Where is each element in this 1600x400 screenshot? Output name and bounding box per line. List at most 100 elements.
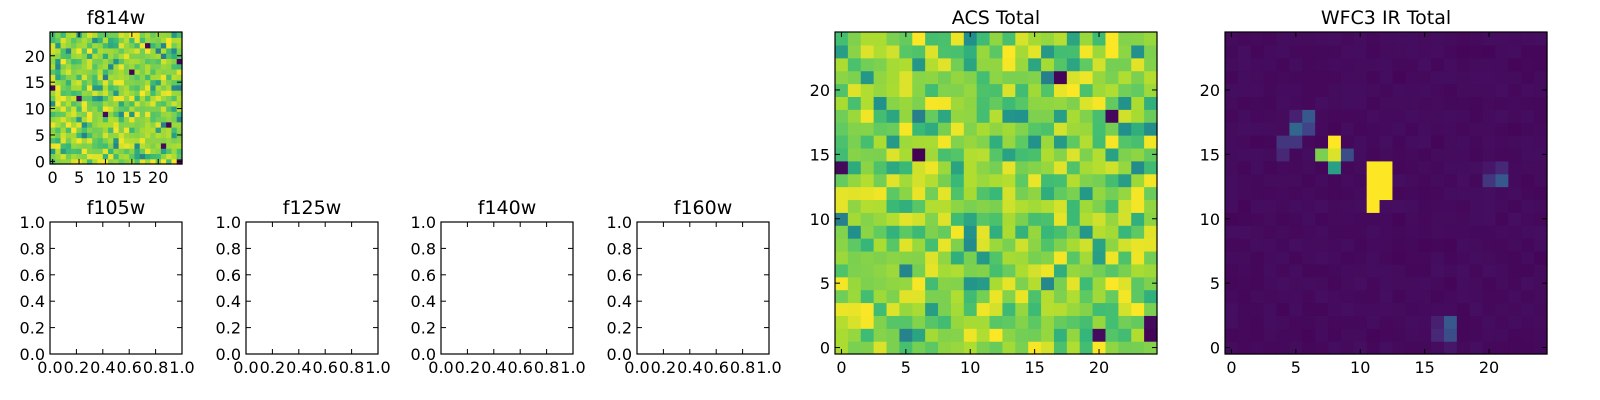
heatmap-cell (1366, 212, 1381, 226)
heatmap-cell (97, 158, 104, 165)
heatmap-cell (60, 58, 67, 65)
heatmap-cell (55, 53, 62, 59)
heatmap-cell (50, 142, 56, 149)
heatmap-cell (81, 95, 88, 102)
heatmap-cell (129, 105, 136, 112)
heatmap-cell (912, 109, 926, 123)
heatmap-cell (1028, 122, 1042, 136)
heatmap-cell (1379, 135, 1394, 149)
heatmap-cell (912, 135, 926, 149)
heatmap-cell (176, 142, 183, 149)
heatmap-cell (1315, 109, 1329, 123)
heatmap-cell (886, 32, 900, 46)
heatmap-cell (925, 135, 939, 149)
heatmap-cell (166, 142, 173, 149)
heatmap-cell (886, 225, 900, 239)
heatmap-cell (860, 289, 875, 304)
heatmap-cell (1353, 57, 1368, 72)
heatmap-cell (1366, 341, 1381, 355)
heatmap-cell (1144, 147, 1158, 162)
heatmap-cell (108, 79, 114, 86)
heatmap-cell (1289, 225, 1303, 239)
heatmap-cell (1144, 199, 1158, 213)
heatmap-cell (1092, 276, 1107, 291)
heatmap-cell (1015, 122, 1029, 136)
heatmap-cell (1263, 32, 1278, 46)
x-tick-label: 0.0 (37, 358, 62, 377)
heatmap-cell (1225, 173, 1239, 188)
heatmap-cell (1418, 173, 1432, 188)
heatmap-cell (1379, 186, 1394, 201)
heatmap-cell (108, 42, 114, 49)
heatmap-cell (1041, 83, 1055, 97)
heatmap-cell (166, 63, 173, 70)
heatmap-cell (976, 199, 991, 213)
heatmap-cell (1041, 250, 1055, 265)
heatmap-cell (1482, 238, 1497, 252)
heatmap-cell (963, 186, 978, 201)
heatmap-cell (108, 116, 114, 123)
heatmap-cell (1366, 315, 1381, 329)
heatmap-cell (976, 122, 991, 136)
heatmap-cell (1431, 160, 1445, 175)
heatmap-cell (102, 63, 109, 70)
heatmap-cell (1379, 289, 1394, 304)
heatmap-cell (899, 250, 913, 265)
heatmap-cell (1131, 44, 1145, 59)
heatmap-cell (113, 111, 120, 118)
heatmap-cell (847, 109, 862, 123)
heatmap-cell (1340, 44, 1355, 59)
x-tick-label: 20 (148, 168, 168, 187)
heatmap-cell (113, 79, 120, 86)
heatmap-cell (1521, 147, 1535, 162)
heatmap-cell (139, 105, 146, 112)
heatmap-cell (1482, 212, 1497, 226)
heatmap-cell (1418, 225, 1432, 239)
heatmap-cell (150, 137, 157, 144)
heatmap-cell (835, 135, 849, 149)
heatmap-cell (1366, 83, 1381, 97)
heatmap-cell (150, 148, 157, 155)
heatmap-cell (1015, 225, 1029, 239)
heatmap-cell (1456, 70, 1471, 85)
heatmap-cell (86, 42, 93, 49)
heatmap-cell (97, 42, 104, 49)
heatmap-cell (1521, 160, 1535, 175)
heatmap-cell (176, 90, 183, 96)
heatmap-cell (1276, 83, 1290, 97)
heatmap-cell (1002, 225, 1016, 239)
heatmap-cell (1092, 225, 1107, 239)
heatmap-cell (1105, 173, 1119, 188)
heatmap-cell (1482, 173, 1497, 188)
heatmap-cell (1443, 32, 1458, 46)
heatmap-cell (150, 105, 157, 112)
heatmap-cell (139, 111, 146, 118)
heatmap-cell (150, 84, 157, 91)
heatmap-cell (160, 137, 167, 144)
heatmap-cell (113, 132, 120, 139)
heatmap-cell (71, 148, 77, 155)
heatmap-cell (1315, 341, 1329, 355)
heatmap-cell (1276, 147, 1290, 162)
heatmap-cell (1144, 289, 1158, 304)
heatmap-cell (1237, 276, 1252, 291)
heatmap-cell (92, 63, 99, 70)
heatmap-cell (976, 225, 991, 239)
heatmap-cell (118, 137, 125, 144)
heatmap-cell (1118, 96, 1132, 110)
heatmap-cell (912, 122, 926, 136)
heatmap-cell (160, 37, 167, 44)
heatmap-cell (171, 42, 178, 49)
heatmap-cell (1105, 70, 1119, 85)
heatmap-cell (1495, 328, 1509, 342)
heatmap-cell (1353, 160, 1368, 175)
heatmap-cell (1405, 276, 1419, 291)
heatmap-cell (150, 153, 157, 160)
heatmap-cell (1469, 173, 1484, 188)
heatmap-cell (1263, 83, 1278, 97)
heatmap-cell (925, 122, 939, 136)
heatmap-cell (1131, 315, 1145, 329)
heatmap-cell (1092, 96, 1107, 110)
heatmap-cell (1302, 225, 1316, 239)
heatmap-cell (847, 328, 862, 342)
